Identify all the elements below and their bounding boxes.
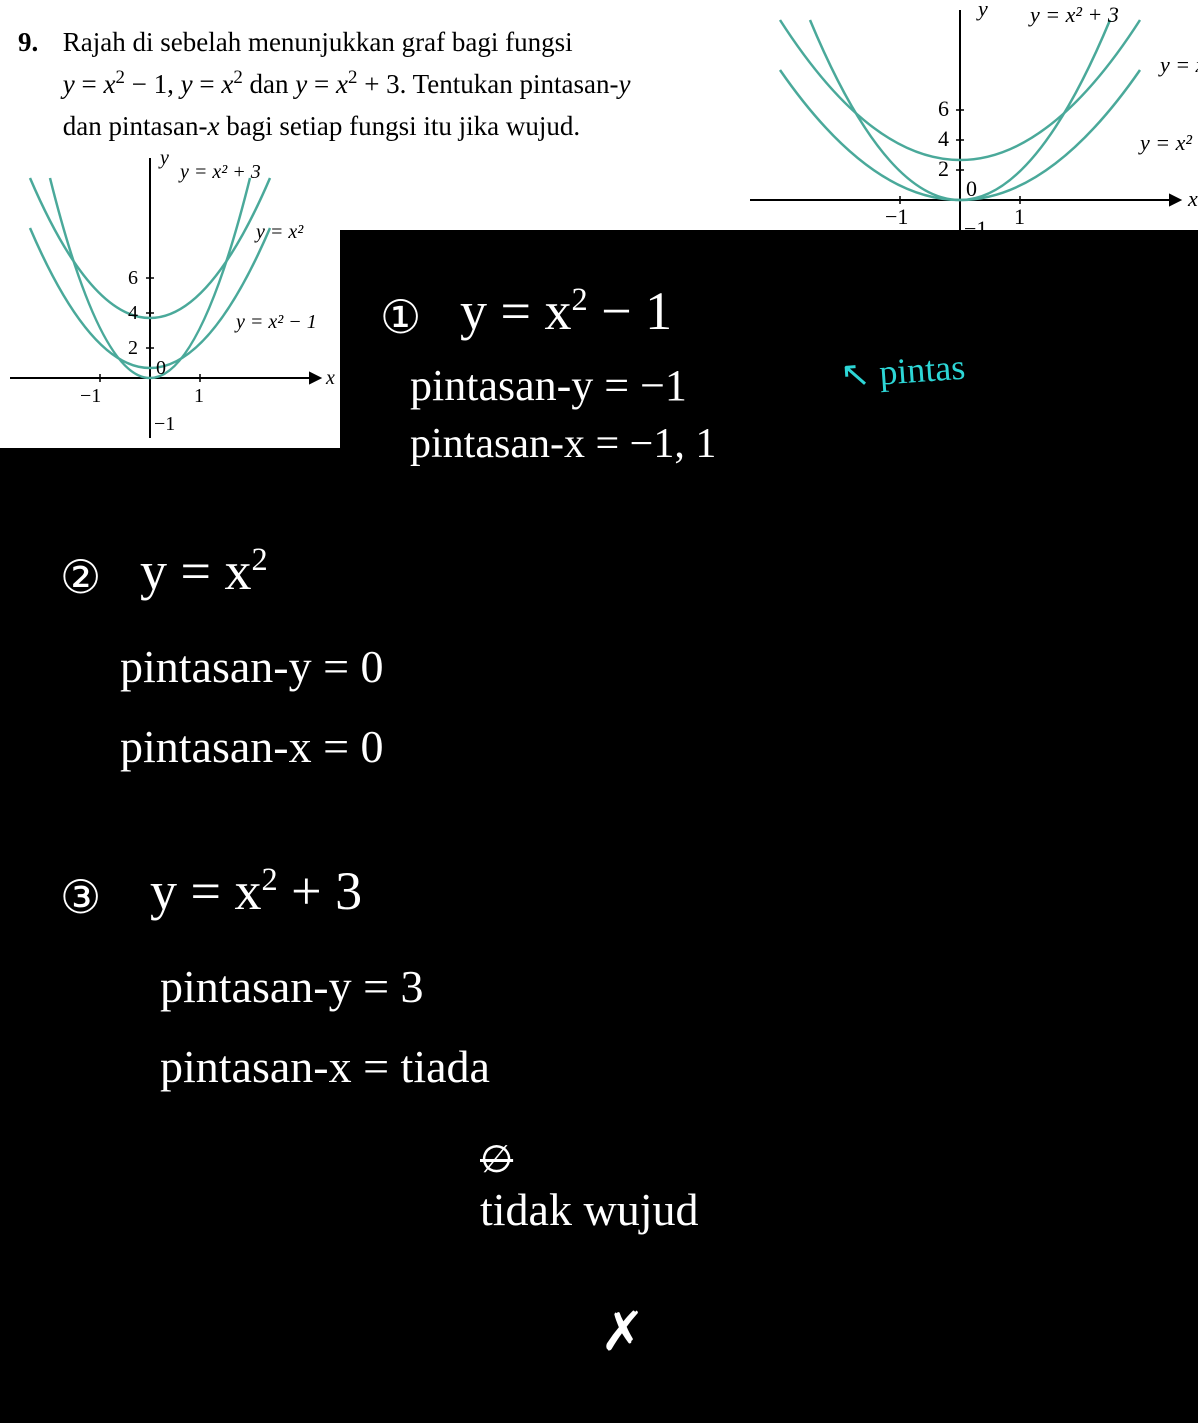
py-3: pintasan-y = 3 [160,960,424,1013]
px-2: pintasan-x = 0 [120,720,384,773]
curve-label-c2-tr: y = x [1158,52,1198,77]
ytick-2: 2 [938,156,949,181]
question-number: 9. [18,22,56,64]
ytick-6: 6 [938,96,949,121]
ytick-4: 4 [938,126,949,151]
ytick-neg1: −1 [964,216,987,241]
curve-label-c3-ml: y = x² − 1 [234,311,317,333]
graph-mid-left: y x 2 4 6 −1 1 0 −1 y = x² + 3 y = x² y … [0,148,340,448]
annot-1: ↖ pintas [839,346,967,397]
svg-text:−1: −1 [154,413,175,435]
eq-3: y = x2 + 3 [150,860,362,922]
question-line-3: dan pintasan-x bagi setiap fungsi itu ji… [63,111,580,141]
curve-label-c2-ml: y = x² [254,221,304,243]
axis-label-y: y [976,0,988,21]
origin-label: 0 [966,176,977,201]
axis-label-x: x [1187,186,1198,211]
question-line-1: Rajah di sebelah menunjukkan graf bagi f… [63,27,573,57]
svg-text:0: 0 [156,357,166,379]
marker-1: ① [380,290,421,344]
curve-label-c1: y = x² + 3 [1028,2,1119,27]
px-3: pintasan-x = tiada [160,1040,490,1093]
xtick-neg1: −1 [885,204,908,229]
svg-text:x: x [325,367,335,389]
eq-2: y = x2 [140,540,268,602]
graph-mid-left-panel: y x 2 4 6 −1 1 0 −1 y = x² + 3 y = x² y … [0,148,340,448]
graph-top-right: y x 2 4 6 −1 1 0 −1 y = x² + 3 y = x y =… [720,0,1198,260]
marker-3: ③ [60,870,101,924]
question-text: 9. Rajah di sebelah menunjukkan graf bag… [18,22,678,148]
curve-label-c3-tr: y = x² [1138,130,1192,155]
svg-text:−1: −1 [80,385,101,407]
svg-text:4: 4 [128,302,138,324]
svg-text:y: y [158,148,169,169]
svg-text:2: 2 [128,337,138,359]
question-line-2: y = x2 − 1, y = x2 dan y = x2 + 3. Tentu… [63,69,631,99]
note-3: ∅tidak wujud [480,1130,698,1236]
page-root: 9. Rajah di sebelah menunjukkan graf bag… [0,0,1198,1423]
question-body: Rajah di sebelah menunjukkan graf bagi f… [63,22,663,148]
curve-label-c1-ml: y = x² + 3 [178,161,261,183]
x-mark: ✗ [600,1300,645,1363]
eq-1: y = x2 − 1 [460,280,672,342]
svg-text:1: 1 [194,385,204,407]
svg-text:6: 6 [128,267,138,289]
px-1: pintasan-x = −1, 1 [410,420,716,468]
py-1: pintasan-y = −1 [410,360,687,411]
py-2: pintasan-y = 0 [120,640,384,693]
xtick-pos1: 1 [1014,204,1025,229]
marker-2: ② [60,550,101,604]
